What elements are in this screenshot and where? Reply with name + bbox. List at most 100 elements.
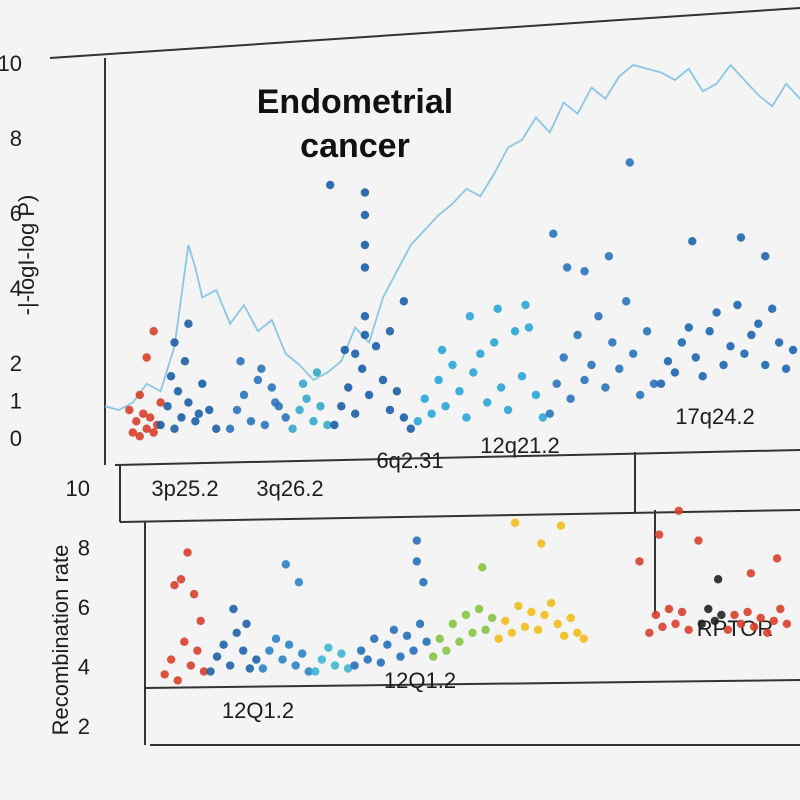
- point: [781, 364, 791, 373]
- point: [343, 664, 353, 673]
- point: [309, 417, 318, 426]
- point: [239, 390, 249, 400]
- point: [710, 616, 720, 626]
- region-label: 12Q1.2: [222, 698, 294, 723]
- point: [351, 409, 360, 418]
- point: [635, 557, 644, 566]
- y-tick-label: 4: [78, 654, 90, 679]
- point: [697, 619, 706, 629]
- point: [360, 263, 370, 272]
- point: [196, 616, 205, 626]
- point: [317, 655, 327, 664]
- point: [677, 338, 687, 347]
- point: [409, 646, 418, 655]
- point: [677, 607, 687, 617]
- point: [246, 417, 256, 426]
- point: [284, 640, 294, 649]
- point: [371, 342, 381, 351]
- point: [193, 646, 202, 655]
- point: [242, 619, 251, 629]
- point: [330, 661, 340, 670]
- y-tick-label: 0: [10, 426, 22, 451]
- point: [340, 345, 349, 355]
- point: [507, 628, 516, 637]
- point: [545, 409, 554, 418]
- point: [514, 601, 523, 611]
- region-label: 6q2.31: [376, 448, 443, 473]
- point: [142, 424, 151, 433]
- point: [517, 372, 527, 381]
- point: [337, 649, 346, 658]
- point: [654, 530, 664, 539]
- point: [608, 338, 617, 347]
- point: [671, 619, 680, 629]
- point: [184, 398, 193, 407]
- point: [629, 349, 638, 358]
- point: [625, 158, 634, 167]
- point: [160, 670, 169, 679]
- point: [705, 327, 714, 336]
- point: [579, 634, 589, 643]
- point: [186, 661, 196, 670]
- point: [474, 604, 484, 614]
- point: [156, 398, 165, 407]
- point: [399, 297, 409, 306]
- point: [768, 304, 777, 313]
- point: [704, 604, 713, 614]
- point: [206, 667, 215, 676]
- point: [385, 327, 395, 336]
- region-label: 17q24.2: [675, 404, 755, 429]
- point: [664, 604, 674, 614]
- point: [649, 379, 659, 388]
- point: [476, 349, 485, 358]
- point: [360, 188, 370, 197]
- point: [239, 646, 248, 655]
- point: [580, 267, 589, 276]
- point: [399, 413, 409, 422]
- line-series: [104, 63, 800, 411]
- point: [774, 338, 784, 347]
- point: [566, 613, 575, 623]
- point: [493, 304, 502, 313]
- point: [170, 424, 179, 433]
- point: [304, 667, 313, 676]
- point: [189, 589, 199, 599]
- point: [481, 625, 490, 635]
- point: [549, 229, 558, 238]
- point: [350, 661, 359, 670]
- point: [316, 402, 325, 411]
- point: [713, 575, 723, 584]
- point: [684, 625, 693, 635]
- point: [756, 613, 765, 623]
- point: [719, 360, 728, 370]
- point: [691, 353, 700, 362]
- point: [412, 557, 422, 566]
- point: [291, 661, 300, 670]
- y-tick-label: 8: [10, 126, 22, 151]
- point: [645, 628, 654, 637]
- point: [419, 578, 428, 587]
- point: [487, 613, 497, 623]
- point: [537, 539, 546, 548]
- point: [132, 417, 141, 426]
- point: [776, 604, 785, 614]
- point: [622, 297, 631, 306]
- point: [212, 424, 221, 433]
- chart-title: Endometrial cancer: [256, 83, 454, 165]
- point: [302, 394, 311, 403]
- point: [531, 390, 541, 400]
- point: [194, 409, 204, 418]
- point: [468, 628, 477, 637]
- point: [694, 536, 703, 545]
- point: [324, 643, 333, 652]
- point: [769, 616, 778, 626]
- point: [573, 330, 582, 340]
- y-tick-label: 10: [0, 51, 22, 76]
- point: [437, 345, 447, 355]
- point: [295, 405, 304, 415]
- point: [360, 240, 370, 250]
- point: [413, 417, 422, 426]
- point: [271, 634, 281, 643]
